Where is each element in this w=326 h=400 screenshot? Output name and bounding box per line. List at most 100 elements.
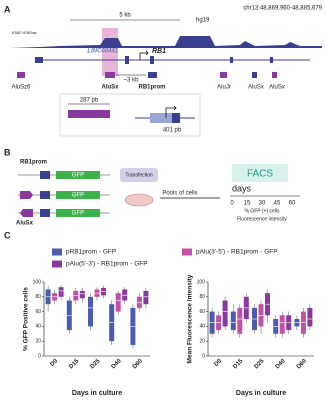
box [58, 287, 64, 297]
element: AluSx [248, 85, 264, 91]
box [222, 300, 228, 327]
alu-box [272, 72, 277, 78]
readout: % GFP (+) cells [244, 208, 280, 214]
panel-label: C [4, 230, 11, 240]
x-axis-title: Days in culture [72, 390, 122, 397]
alu-box [220, 72, 227, 78]
day: 15 [244, 201, 251, 207]
y-tick-label: 60 [35, 309, 41, 315]
scale-text: 5 kb [119, 13, 131, 19]
x-tick-label: D60 [132, 358, 144, 370]
exon [150, 56, 154, 64]
box [230, 311, 236, 331]
legend-swatch [52, 260, 62, 268]
element: AluSx [101, 85, 119, 91]
alu-box [252, 72, 257, 78]
arrow [139, 50, 149, 60]
zoom-frame [59, 93, 201, 137]
gfp: GFP [72, 193, 84, 199]
x-tick-label: D60 [296, 358, 308, 370]
element: RB1prom [138, 85, 165, 91]
timeline-label: days [232, 183, 252, 193]
exon [125, 56, 129, 64]
y-tick-label: 80 [199, 294, 205, 300]
step: Transfection [125, 172, 153, 178]
alu: AluSx [16, 221, 34, 227]
size: 401 pb [163, 128, 182, 134]
x-axis-title: Days in culture [236, 390, 286, 397]
x-tick-label: D15 [68, 358, 80, 370]
coords: chr13:48,869,960-48,885,679 [243, 6, 322, 12]
gfp: GFP [72, 173, 84, 179]
x-tick-label: D25 [253, 358, 265, 370]
prom-box [148, 72, 157, 78]
box [143, 290, 149, 305]
x-tick-label: D25 [89, 358, 101, 370]
element: AluJr [217, 85, 231, 91]
gfp: GFP [72, 211, 84, 217]
exon [230, 57, 233, 63]
box [122, 289, 128, 301]
box [279, 315, 285, 334]
assay-box [232, 164, 288, 182]
x-tick-label: D40 [111, 358, 123, 370]
step-box [120, 168, 158, 182]
arrow [165, 105, 177, 118]
legend-swatch [182, 248, 192, 256]
box [115, 293, 121, 312]
promoter: RB1prom [20, 160, 47, 166]
y-tick-label: 60 [199, 309, 205, 315]
step: Pools of cells [162, 191, 197, 197]
box [136, 296, 142, 308]
element: AluSz6 [11, 85, 31, 91]
y-tick-label: 0 [202, 353, 205, 359]
dish [124, 193, 154, 207]
y-tick-label: 80 [35, 294, 41, 300]
y-tick-label: 20 [199, 339, 205, 345]
readout: Fluorescence intensity [237, 216, 287, 222]
element: AluSx [269, 85, 285, 91]
exon-zoom [172, 113, 180, 123]
y-tick-label: 20 [35, 339, 41, 345]
y-axis-title: Mean Fluorescence Intensity [187, 274, 194, 363]
y-tick-label: 40 [199, 324, 205, 330]
assay: FACS [247, 169, 273, 180]
exon [35, 57, 43, 63]
legend-label: pAlu(3'-5') - RB1prom - GFP [196, 249, 278, 256]
legend-label: pAlu(5'-3') - RB1prom - GFP [66, 261, 148, 268]
distance: ~3 kb [124, 78, 140, 84]
box [88, 296, 93, 327]
alu-zoom [68, 110, 110, 118]
gene-name: RB1 [152, 48, 166, 55]
x-tick-label: D40 [275, 358, 287, 370]
size: 287 pb [80, 98, 99, 104]
gene-name: LINC00441 [87, 49, 118, 55]
day: 30 [259, 201, 266, 207]
y-tick-label: 0 [38, 353, 41, 359]
day: 45 [274, 201, 281, 207]
x-tick-label: D0 [49, 358, 59, 368]
x-tick-label: D0 [213, 358, 223, 368]
box [73, 290, 79, 301]
panel-label: A [4, 4, 11, 14]
signal-track [10, 36, 322, 48]
construct: GFP GFP GFP [18, 171, 110, 217]
y-tick-label: 100 [197, 279, 206, 285]
exon [270, 57, 273, 63]
y-axis-title: % GFP Positive cells [23, 287, 30, 351]
prom-zoom [150, 113, 176, 123]
assembly: hg19 [196, 18, 210, 24]
y-tick-label: 100 [33, 279, 42, 285]
alu-box [17, 72, 25, 78]
y-tick-label: 40 [35, 324, 41, 330]
x-tick-label: D15 [232, 358, 244, 370]
legend-swatch [52, 248, 62, 256]
box [307, 307, 313, 327]
day: 0 [230, 201, 234, 207]
track-label: K562 H3K9ac [12, 30, 37, 35]
panel-label: B [4, 147, 11, 157]
alu-box [105, 72, 115, 78]
box [79, 290, 85, 299]
